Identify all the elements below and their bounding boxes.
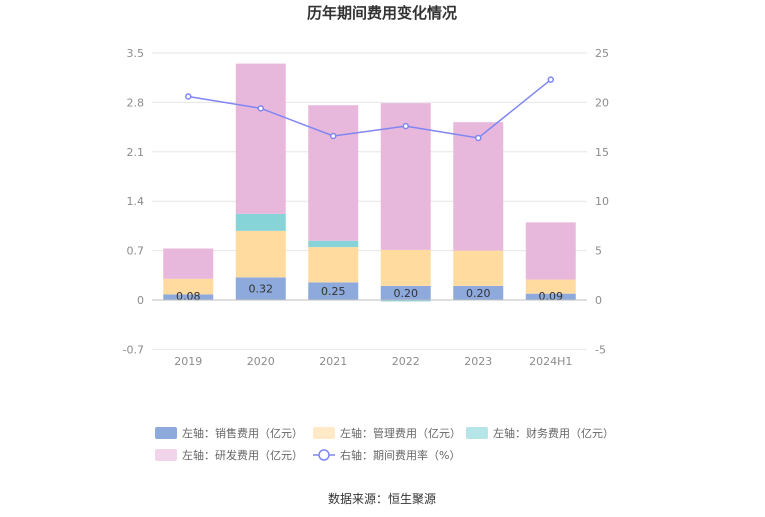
left-tick-label: 3.5: [127, 47, 145, 60]
legend-item[interactable]: 左轴：销售费用（亿元）: [155, 426, 303, 440]
bar-segment: [235, 230, 286, 278]
right-tick-label: 10: [595, 195, 609, 208]
rate-point: [185, 93, 192, 100]
sales-data-label: 0.32: [249, 283, 274, 296]
legend-swatch: [155, 449, 177, 461]
sales-data-label: 0.20: [394, 287, 419, 300]
left-y-axis: -0.7 0 0.7 1.4 2.1 2.8 3.5: [123, 47, 144, 356]
bar-segment: [525, 293, 576, 300]
rate-point: [257, 105, 264, 112]
source-note: 数据来源：恒生聚源: [328, 491, 436, 506]
sales-data-label: 0.09: [539, 290, 564, 303]
bar-series: [163, 63, 576, 302]
bar-segment: [380, 249, 431, 286]
left-tick-label: 1.4: [127, 195, 145, 208]
bar-segment: [453, 122, 504, 251]
right-tick-label: 25: [595, 47, 609, 60]
sales-data-label: 0.25: [321, 285, 346, 298]
legend-swatch: [313, 427, 335, 439]
left-tick-label: 2.8: [127, 96, 145, 109]
bar-segment: [380, 285, 431, 300]
legend-swatch: [466, 427, 488, 439]
x-tick-label: 2024H1: [529, 355, 572, 368]
legend-item[interactable]: 左轴：管理费用（亿元）: [313, 426, 461, 440]
rate-point: [475, 134, 482, 142]
bar-segment: [308, 282, 359, 300]
bar-segment: [235, 277, 286, 300]
sales-data-label: 0.08: [176, 290, 201, 303]
rate-line: [188, 79, 552, 139]
left-tick-label: 2.1: [127, 146, 145, 159]
right-tick-label: -5: [595, 343, 606, 356]
bar-segment: [380, 300, 431, 302]
left-tick-label: 0: [137, 294, 144, 307]
x-axis: 2019 2020 2021 2022 2023 2024H1: [152, 299, 587, 368]
sales-data-label: 0.20: [466, 287, 491, 300]
chart-title: 历年期间费用变化情况: [307, 4, 457, 22]
x-tick-label: 2019: [174, 355, 202, 368]
bar-segment: [163, 294, 214, 300]
bar-segment: [453, 250, 504, 286]
legend[interactable]: 左轴：销售费用（亿元） 左轴：管理费用（亿元） 左轴：财务费用（亿元） 左轴：研发费用…: [155, 426, 614, 462]
bar-segment: [163, 278, 214, 295]
rate-line-series: [185, 76, 554, 142]
legend-label: 右轴：期间费用率（%）: [340, 448, 460, 462]
x-tick-label: 2023: [464, 355, 492, 368]
x-tick-label: 2022: [392, 355, 420, 368]
rate-point: [547, 76, 554, 83]
bar-segment: [235, 213, 286, 231]
right-tick-label: 15: [595, 146, 609, 159]
legend-item[interactable]: 左轴：财务费用（亿元）: [466, 426, 614, 440]
x-tick-label: 2021: [319, 355, 347, 368]
legend-item[interactable]: 右轴：期间费用率（%）: [313, 448, 460, 462]
legend-label: 左轴：研发费用（亿元）: [182, 448, 303, 462]
bar-segment: [525, 279, 576, 294]
legend-label: 左轴：财务费用（亿元）: [493, 426, 614, 440]
legend-swatch: [155, 427, 177, 439]
right-tick-label: 5: [595, 245, 602, 258]
bar-segment: [163, 248, 214, 279]
rate-point: [330, 132, 337, 140]
bar-segment: [453, 285, 504, 300]
left-tick-label: 0.7: [127, 245, 145, 258]
legend-label: 左轴：销售费用（亿元）: [182, 426, 303, 440]
bar-segment: [308, 240, 359, 248]
bar-segment: [235, 63, 286, 214]
left-tick-label: -0.7: [123, 343, 144, 356]
legend-label: 左轴：管理费用（亿元）: [340, 426, 461, 440]
legend-marker: [318, 449, 330, 461]
bar-segment: [308, 105, 359, 241]
bar-segment: [308, 247, 359, 283]
x-tick-label: 2020: [247, 355, 275, 368]
bar-segment: [525, 222, 576, 280]
right-tick-label: 20: [595, 96, 609, 109]
legend-item[interactable]: 左轴：研发费用（亿元）: [155, 448, 303, 462]
rate-point: [402, 122, 409, 130]
right-tick-label: 0: [595, 294, 602, 307]
grid-lines: [152, 52, 587, 350]
right-y-axis: -5 0 5 10 15 20 25: [595, 47, 609, 356]
